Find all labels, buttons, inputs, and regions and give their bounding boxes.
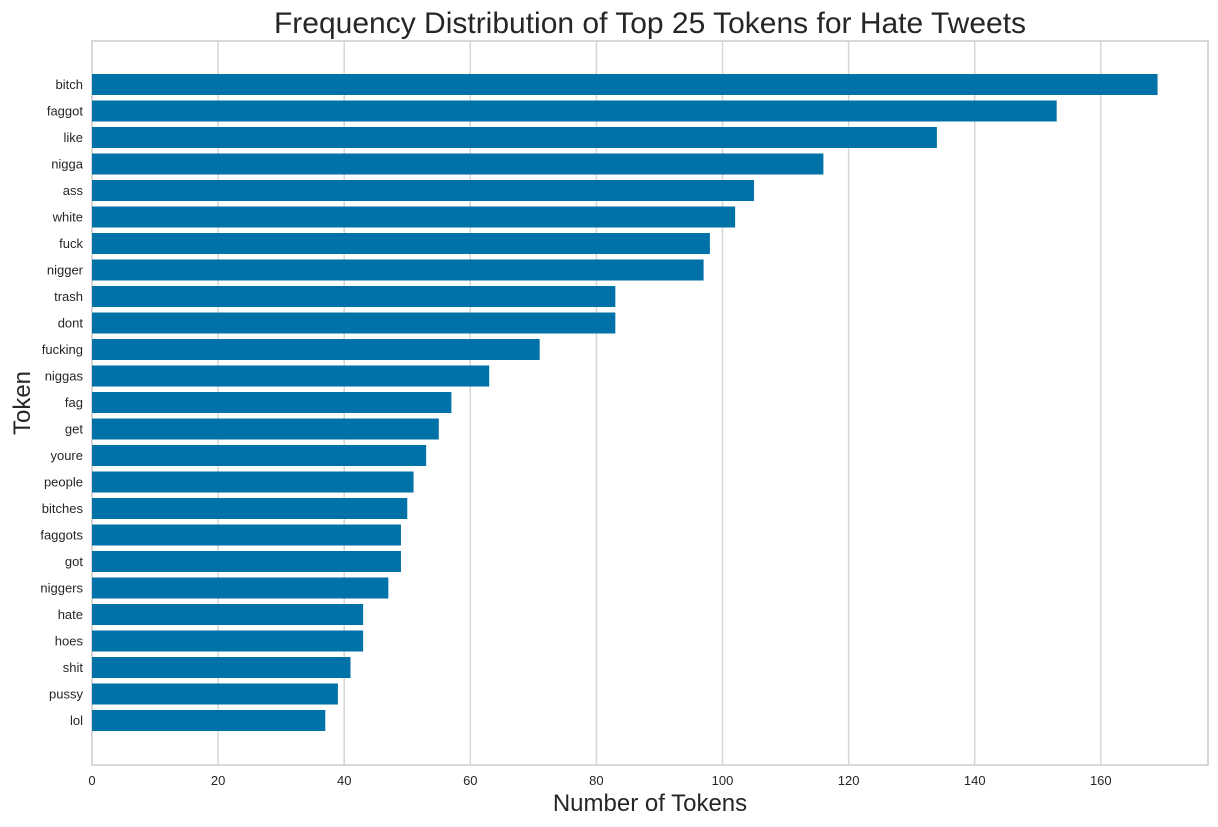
y-tick-label: bitches bbox=[42, 501, 84, 516]
bar-hoes bbox=[92, 630, 364, 652]
y-tick-label: trash bbox=[54, 289, 83, 304]
x-tick-label: 160 bbox=[1090, 773, 1112, 788]
x-tick-label: 40 bbox=[337, 773, 351, 788]
bar-like bbox=[92, 127, 937, 148]
bar-shit bbox=[92, 657, 351, 678]
y-tick-label: faggots bbox=[40, 528, 83, 543]
bar-fuck bbox=[92, 233, 710, 254]
bar-bitches bbox=[92, 498, 408, 519]
y-tick-label: fuck bbox=[59, 236, 83, 251]
x-axis-label: Number of Tokens bbox=[553, 790, 747, 817]
y-tick-label: nigger bbox=[47, 263, 84, 278]
y-tick-labels: bitchfaggotlikeniggaasswhitefuckniggertr… bbox=[40, 77, 83, 728]
y-tick-label: like bbox=[63, 130, 83, 145]
y-tick-label: people bbox=[44, 475, 83, 490]
bar-niggas bbox=[92, 365, 490, 387]
y-tick-label: nigga bbox=[51, 157, 84, 172]
x-tick-label: 60 bbox=[463, 773, 477, 788]
bar-got bbox=[92, 551, 401, 572]
bar-fucking bbox=[92, 339, 540, 360]
bar-lol bbox=[92, 710, 326, 731]
bar-white bbox=[92, 206, 736, 228]
x-tick-label: 140 bbox=[964, 773, 986, 788]
y-tick-label: got bbox=[65, 554, 83, 569]
bar-get bbox=[92, 418, 439, 440]
y-tick-label: hate bbox=[58, 607, 83, 622]
y-tick-label: white bbox=[52, 210, 83, 225]
chart-title: Frequency Distribution of Top 25 Tokens … bbox=[274, 7, 1026, 40]
y-tick-label: niggas bbox=[45, 369, 84, 384]
x-tick-label: 0 bbox=[88, 773, 95, 788]
bar-ass bbox=[92, 180, 755, 201]
bar-faggot bbox=[92, 100, 1057, 122]
bars bbox=[92, 74, 1158, 731]
bar-people bbox=[92, 471, 414, 493]
y-tick-label: lol bbox=[70, 713, 83, 728]
y-axis-label: Token bbox=[9, 371, 36, 435]
bar-niggers bbox=[92, 577, 389, 599]
x-tick-labels: 0 20 40 60 80 100 120 140 160 bbox=[88, 773, 1111, 788]
bar-youre bbox=[92, 445, 427, 466]
y-tick-label: hoes bbox=[55, 634, 84, 649]
y-tick-label: get bbox=[65, 422, 83, 437]
bar-faggots bbox=[92, 524, 401, 546]
y-tick-label: pussy bbox=[49, 687, 83, 702]
x-tick-label: 20 bbox=[211, 773, 225, 788]
y-tick-label: dont bbox=[58, 316, 84, 331]
x-tick-label: 80 bbox=[589, 773, 603, 788]
y-tick-label: faggot bbox=[47, 104, 84, 119]
y-tick-label: niggers bbox=[40, 581, 83, 596]
x-tick-label: 100 bbox=[712, 773, 734, 788]
bar-dont bbox=[92, 312, 616, 334]
y-tick-label: bitch bbox=[56, 77, 83, 92]
y-tick-label: fag bbox=[65, 395, 83, 410]
bar-nigga bbox=[92, 153, 824, 175]
bar-fag bbox=[92, 392, 452, 413]
bar-nigger bbox=[92, 259, 704, 281]
bar-hate bbox=[92, 604, 364, 625]
y-tick-label: ass bbox=[63, 183, 84, 198]
bar-trash bbox=[92, 286, 616, 307]
bar-pussy bbox=[92, 683, 338, 705]
y-tick-label: youre bbox=[50, 448, 83, 463]
y-tick-label: shit bbox=[63, 660, 84, 675]
bar-bitch bbox=[92, 74, 1158, 95]
y-tick-label: fucking bbox=[42, 342, 83, 357]
x-tick-label: 120 bbox=[838, 773, 860, 788]
